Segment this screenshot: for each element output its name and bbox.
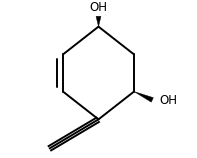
Polygon shape (134, 91, 153, 102)
Text: OH: OH (89, 1, 108, 14)
Polygon shape (96, 16, 101, 27)
Text: OH: OH (160, 94, 177, 106)
